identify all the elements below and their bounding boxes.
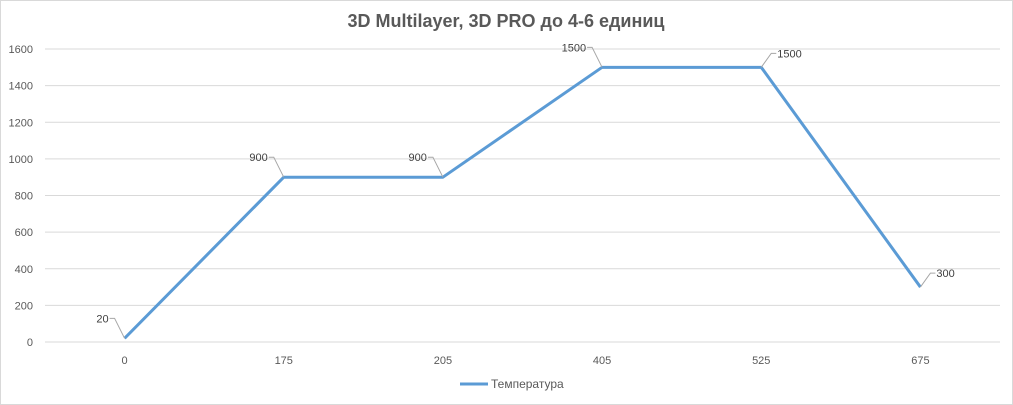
data-label: 1500 bbox=[562, 42, 586, 54]
x-tick-label: 175 bbox=[275, 355, 293, 367]
y-tick-label: 0 bbox=[27, 337, 33, 349]
y-tick-label: 1400 bbox=[9, 81, 33, 93]
legend: Температура bbox=[460, 377, 564, 391]
data-label: 1500 bbox=[777, 48, 801, 60]
y-tick-label: 1600 bbox=[9, 44, 33, 56]
label-leader bbox=[268, 156, 285, 178]
x-tick-label: 405 bbox=[593, 355, 611, 367]
data-label: 300 bbox=[936, 268, 954, 280]
label-leader bbox=[920, 272, 936, 288]
y-tick-label: 600 bbox=[15, 227, 33, 239]
legend-label: Температура bbox=[491, 377, 564, 391]
x-tick-label: 525 bbox=[752, 355, 770, 367]
data-label: 20 bbox=[96, 313, 108, 325]
chart-title: 3D Multilayer, 3D PRO до 4-6 единиц bbox=[347, 11, 664, 31]
label-leader bbox=[760, 52, 777, 68]
series-line bbox=[123, 65, 922, 340]
y-tick-label: 1200 bbox=[9, 117, 33, 129]
label-leader bbox=[587, 46, 603, 68]
x-tick-label: 0 bbox=[122, 355, 128, 367]
data-label: 900 bbox=[249, 152, 267, 164]
y-tick-label: 1000 bbox=[9, 154, 33, 166]
y-tick-label: 800 bbox=[15, 191, 33, 203]
x-tick-label: 205 bbox=[434, 355, 452, 367]
label-leader bbox=[109, 317, 126, 339]
x-tick-label: 675 bbox=[911, 355, 929, 367]
label-leader bbox=[427, 156, 444, 178]
y-tick-label: 200 bbox=[15, 300, 33, 312]
data-label: 900 bbox=[409, 152, 427, 164]
y-tick-label: 400 bbox=[15, 264, 33, 276]
